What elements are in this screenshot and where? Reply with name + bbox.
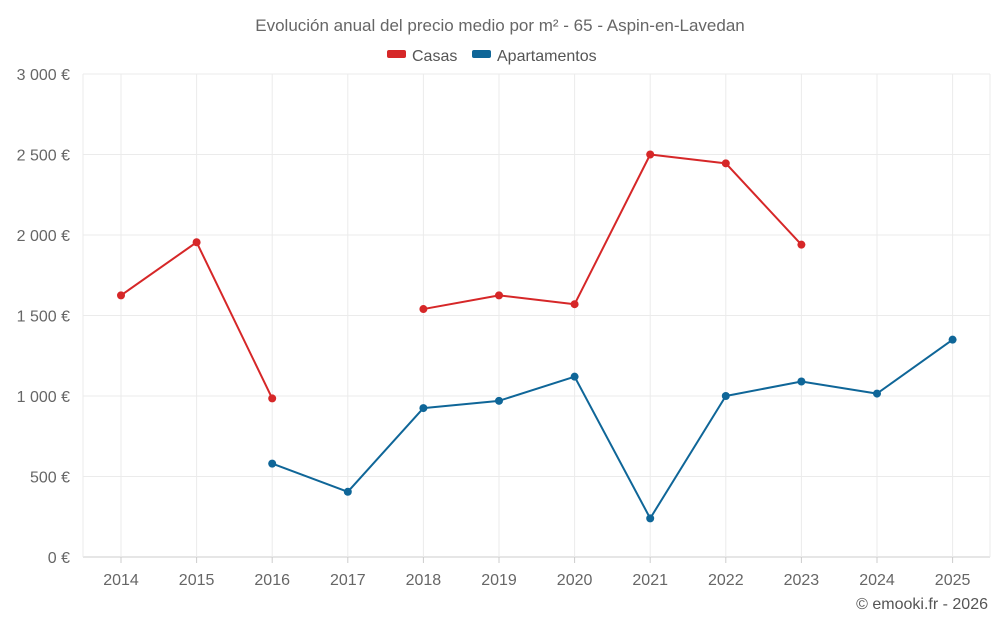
- legend-label-casas: Casas: [412, 48, 457, 65]
- data-point-apartamentos[interactable]: [873, 389, 881, 398]
- x-tick-label: 2020: [557, 572, 593, 589]
- legend[interactable]: Casas Apartamentos: [387, 48, 597, 65]
- y-tick-label: 2 000 €: [17, 228, 70, 245]
- x-tick-label: 2019: [481, 572, 517, 589]
- y-axis: 0 € 500 € 1 000 € 1 500 € 2 000 € 2 500 € 3 00…: [17, 67, 70, 567]
- y-tick-label: 500 €: [30, 470, 70, 487]
- x-tick-label: 2024: [859, 572, 895, 589]
- x-tick-label: 2025: [935, 572, 971, 589]
- x-axis: 2014 2015 2016 2017 2018 2019 2020 2021 2022 2023…: [103, 572, 970, 589]
- data-point-casas[interactable]: [117, 291, 125, 300]
- y-tick-label: 1 500 €: [17, 309, 70, 326]
- legend-swatch-apartamentos: [472, 50, 491, 58]
- x-tick-label: 2018: [406, 572, 442, 589]
- data-point-casas[interactable]: [495, 291, 503, 300]
- series-apartamentos: [268, 335, 957, 523]
- data-point-casas[interactable]: [570, 300, 579, 309]
- data-point-casas[interactable]: [268, 394, 277, 403]
- x-tick-label: 2015: [179, 572, 215, 589]
- legend-swatch-casas: [387, 50, 406, 58]
- x-tick-label: 2023: [784, 572, 820, 589]
- chart-title: Evolución anual del precio medio por m² …: [255, 16, 745, 35]
- legend-item-apartamentos[interactable]: Apartamentos: [472, 48, 597, 65]
- data-point-casas[interactable]: [797, 240, 806, 249]
- x-tick-label: 2022: [708, 572, 744, 589]
- series: [117, 150, 957, 523]
- series-line-apartamentos: [271, 338, 954, 520]
- grid: [82, 73, 991, 563]
- x-tick-label: 2021: [632, 572, 668, 589]
- data-point-apartamentos[interactable]: [797, 377, 806, 386]
- data-point-apartamentos[interactable]: [495, 396, 503, 405]
- x-tick-label: 2016: [254, 572, 290, 589]
- y-tick-label: 0 €: [48, 550, 70, 567]
- data-point-casas[interactable]: [419, 305, 428, 314]
- y-tick-label: 3 000 €: [17, 67, 70, 84]
- data-point-apartamentos[interactable]: [343, 487, 352, 496]
- data-point-apartamentos[interactable]: [570, 372, 579, 381]
- copyright-text: © emooki.fr - 2026: [856, 596, 988, 613]
- data-point-apartamentos[interactable]: [721, 392, 730, 400]
- y-tick-label: 1 000 €: [17, 389, 70, 406]
- y-tick-label: 2 500 €: [17, 148, 70, 165]
- data-point-casas[interactable]: [721, 159, 730, 168]
- data-point-apartamentos[interactable]: [948, 335, 957, 344]
- legend-label-apartamentos: Apartamentos: [497, 48, 597, 65]
- data-point-apartamentos[interactable]: [268, 459, 277, 468]
- x-tick-label: 2017: [330, 572, 366, 589]
- x-tick-label: 2014: [103, 572, 139, 589]
- series-line-casas: [423, 153, 803, 311]
- data-point-casas[interactable]: [192, 238, 201, 247]
- data-point-apartamentos[interactable]: [419, 404, 428, 413]
- series-casas: [117, 150, 806, 403]
- data-point-casas[interactable]: [646, 150, 655, 159]
- legend-item-casas[interactable]: Casas: [387, 48, 457, 65]
- data-point-apartamentos[interactable]: [646, 514, 655, 523]
